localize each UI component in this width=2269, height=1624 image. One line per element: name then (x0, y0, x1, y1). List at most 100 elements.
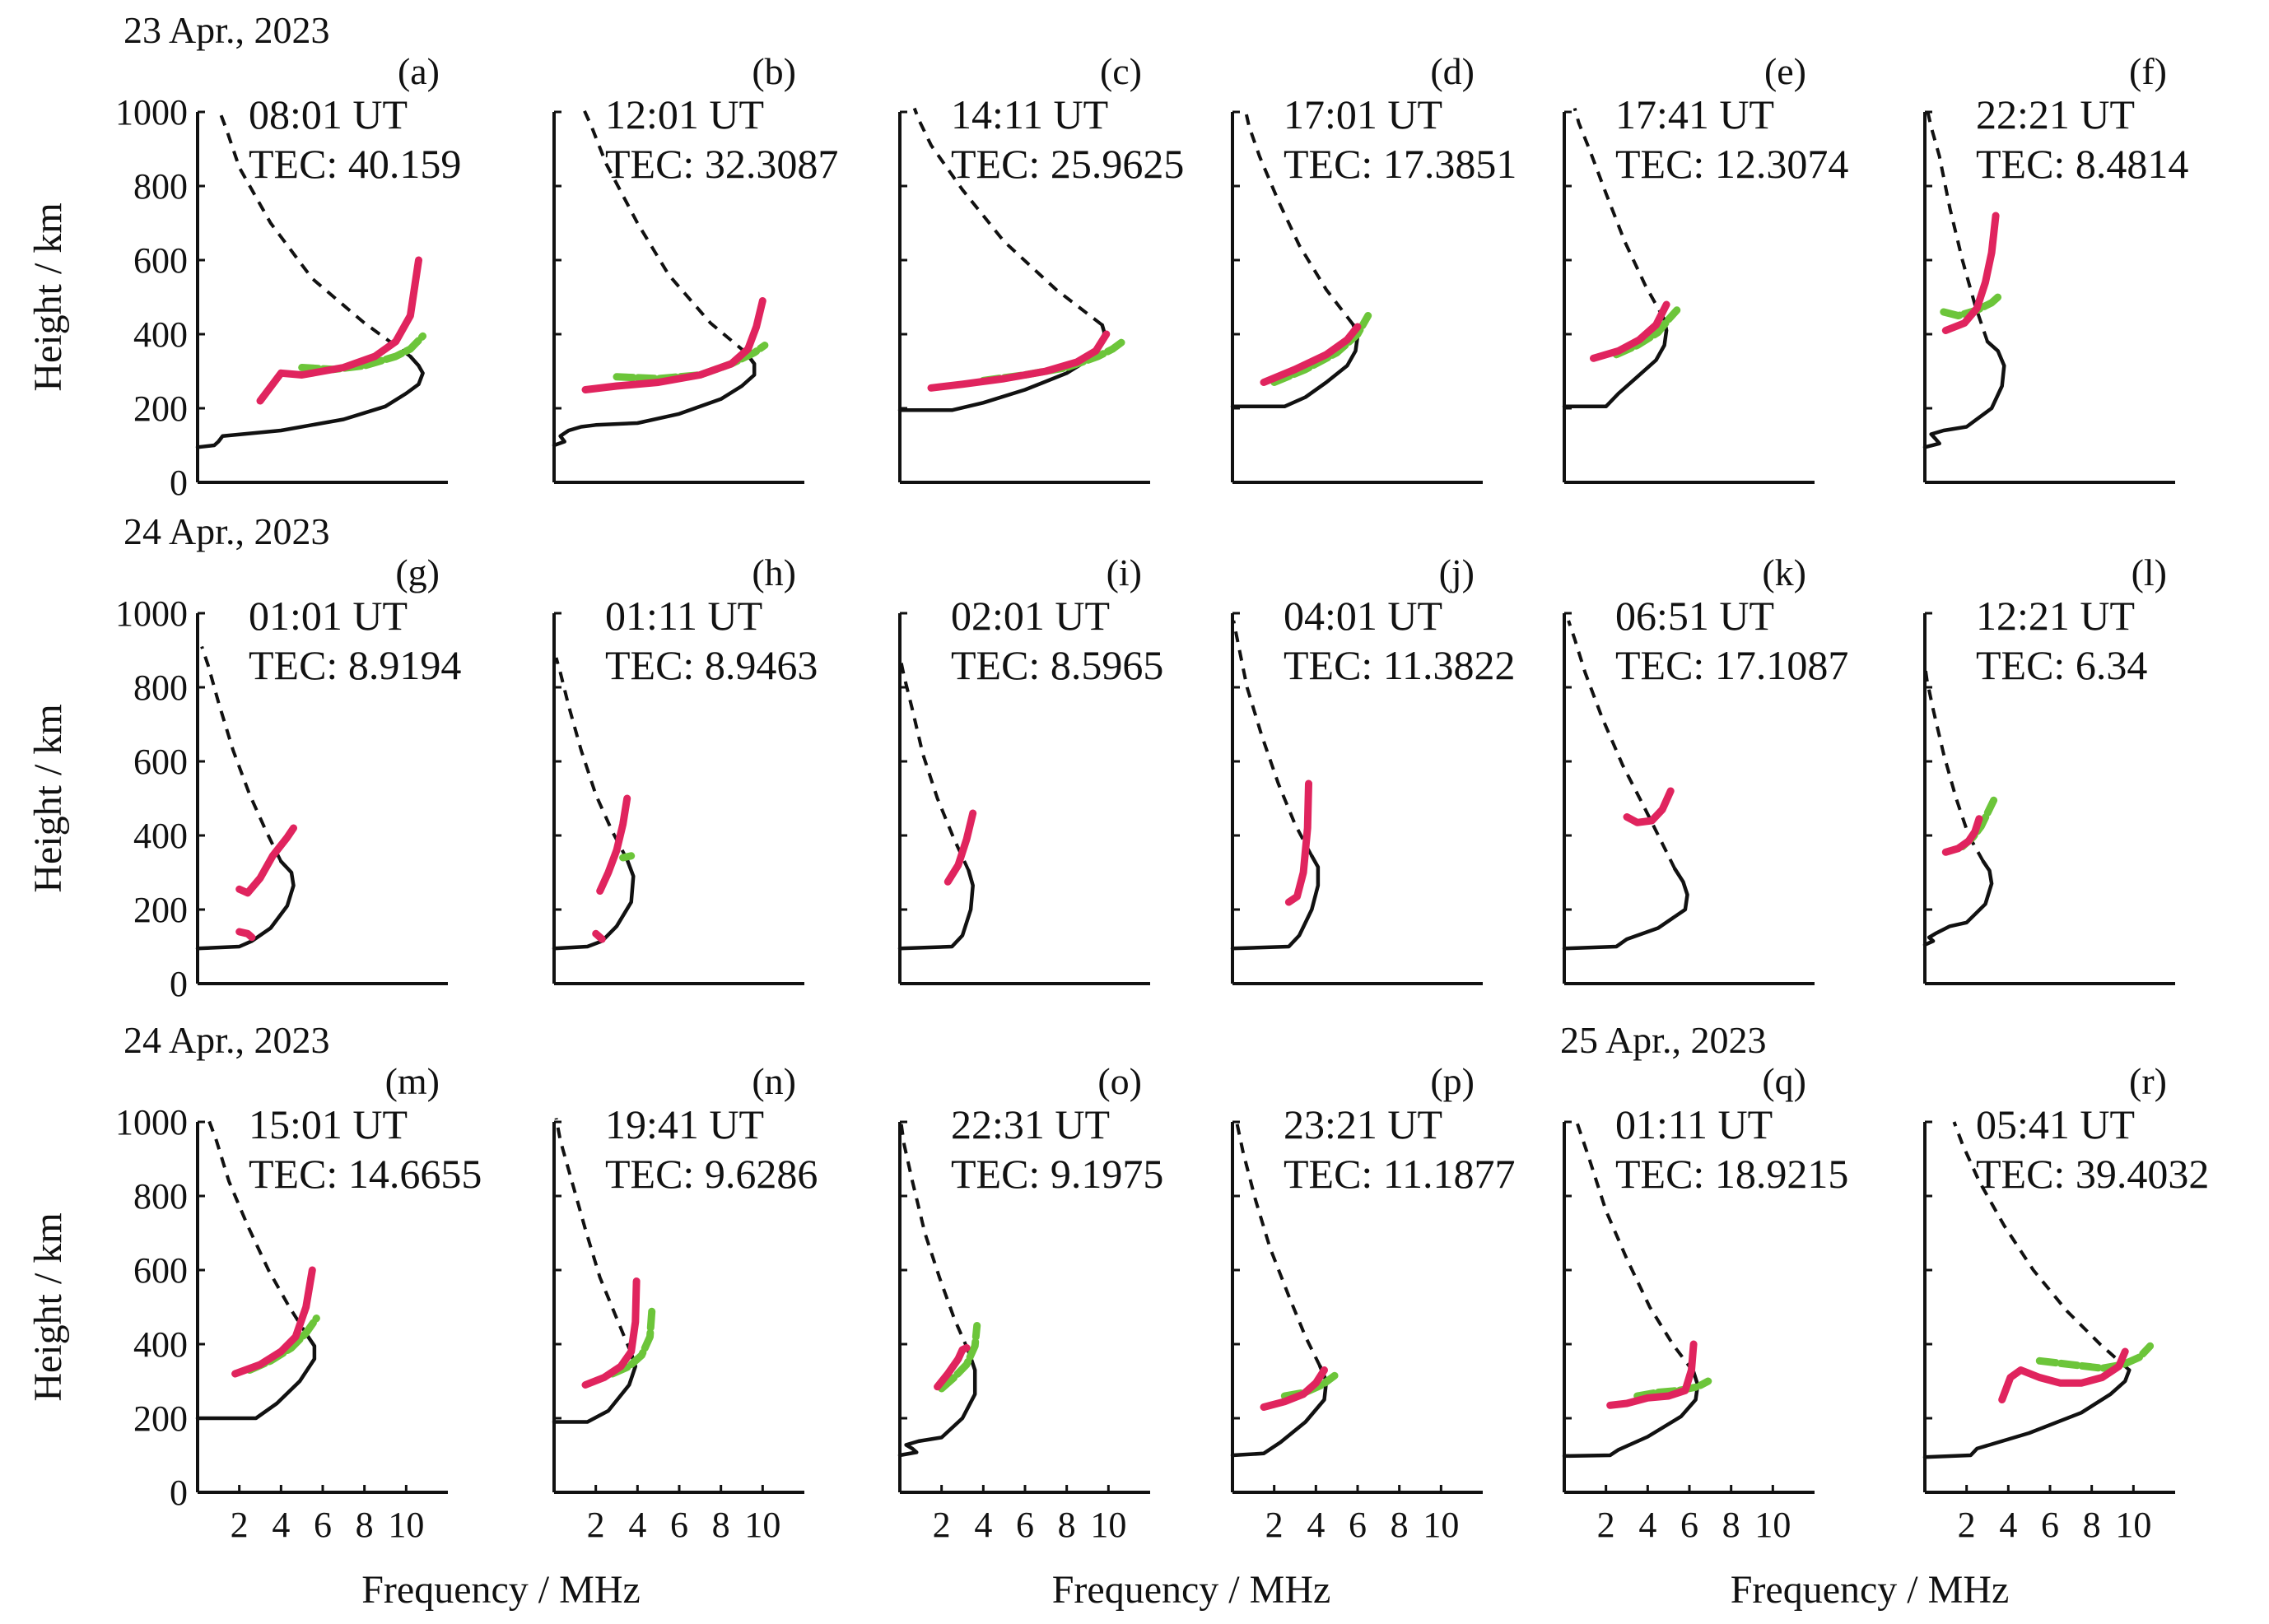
tec-label: TEC: 32.3087 (605, 141, 838, 187)
profile-line (552, 351, 757, 448)
x-tick-label: 8 (1058, 1505, 1076, 1545)
time-label: 01:01 UT (249, 593, 408, 639)
x-tick-label: 4 (1638, 1505, 1656, 1545)
o-trace-line (927, 330, 1111, 392)
time-label: 17:41 UT (1615, 91, 1774, 137)
y-tick-label: 400 (133, 816, 188, 856)
time-label: 01:11 UT (1615, 1101, 1773, 1147)
tec-label: TEC: 8.4814 (1976, 141, 2188, 187)
y-axis-title: Height / km (26, 1212, 70, 1401)
topside-line (1572, 107, 1666, 320)
o-trace-line (1941, 212, 2000, 334)
tec-label: TEC: 8.5965 (951, 642, 1163, 688)
tec-label: TEC: 17.3851 (1284, 141, 1517, 187)
x-tick-label: 10 (1423, 1505, 1459, 1545)
time-label: 05:41 UT (1976, 1101, 2135, 1147)
date-labels: 23 Apr., 2023 24 Apr., 2023 24 Apr., 2023 2… (123, 9, 1766, 1061)
topside-line (1235, 1121, 1322, 1367)
y-tick-label: 800 (133, 668, 188, 708)
x-tick-label: 6 (2041, 1505, 2059, 1545)
time-label: 01:11 UT (605, 593, 762, 639)
topside-line (1923, 664, 1985, 863)
panel-letter: (j) (1439, 551, 1475, 593)
topside-line (206, 1117, 310, 1338)
o-trace-line (1606, 1340, 1698, 1409)
time-label: 12:01 UT (605, 91, 764, 137)
time-label: 23:21 UT (1284, 1101, 1442, 1147)
panel-letter: (f) (2129, 50, 2167, 92)
topside-line (554, 1118, 633, 1355)
panel-letter: (k) (1762, 551, 1806, 593)
time-label: 15:01 UT (249, 1101, 408, 1147)
profile-line (195, 1334, 317, 1421)
profile-line (552, 858, 636, 951)
topside-line (554, 657, 629, 861)
x-tick-label: 8 (2083, 1505, 2101, 1545)
x-tick-label: 4 (628, 1505, 646, 1545)
profile-line (1562, 867, 1689, 951)
o-trace-line (581, 297, 766, 393)
panel-letter: (i) (1107, 551, 1142, 593)
time-label: 19:41 UT (605, 1101, 764, 1147)
y-tick-label: 0 (170, 463, 188, 503)
profile-line (1562, 317, 1669, 409)
tec-label: TEC: 40.159 (249, 141, 461, 187)
date-label: 24 Apr., 2023 (123, 510, 329, 552)
date-label: 25 Apr., 2023 (1560, 1019, 1766, 1061)
x-tick-label: 6 (670, 1505, 688, 1545)
x-trace-line (938, 1322, 981, 1393)
y-axis-title: Height / km (26, 704, 70, 892)
x-tick-label: 2 (1265, 1505, 1284, 1545)
tec-label: TEC: 8.9194 (249, 642, 461, 688)
y-axis-title: Height / km (26, 202, 70, 391)
profile-line (1922, 859, 1994, 947)
panel-letter: (n) (752, 1060, 796, 1102)
y-tick-label: 600 (133, 240, 188, 281)
y-tick-label: 200 (133, 890, 188, 930)
y-tick-label: 800 (133, 166, 188, 207)
topside-line (1567, 620, 1677, 870)
panel-letter: (l) (2132, 551, 2167, 593)
x-tick-label: 10 (2115, 1505, 2151, 1545)
x-tick-label: 10 (744, 1505, 780, 1545)
date-label: 24 Apr., 2023 (123, 1019, 329, 1061)
x-tick-label: 6 (1680, 1505, 1698, 1545)
x-tick-label: 6 (1349, 1505, 1367, 1545)
panel-letter: (a) (398, 50, 440, 92)
x-tick-label: 2 (1597, 1505, 1615, 1545)
o-trace-line (1623, 787, 1675, 826)
o-trace-line (1284, 779, 1312, 906)
x-tick-label: 6 (1016, 1505, 1034, 1545)
time-label: 17:01 UT (1284, 91, 1442, 137)
y-tick-label: 600 (133, 742, 188, 782)
panel-letter: (g) (395, 551, 440, 593)
panel-letter: (o) (1097, 1060, 1142, 1102)
topside-line (899, 1121, 971, 1352)
topside-line (1243, 108, 1355, 327)
x-tick-label: 8 (1391, 1505, 1409, 1545)
profile-line (1922, 339, 2006, 449)
time-label: 22:31 UT (951, 1101, 1110, 1147)
x-tick-label: 2 (231, 1505, 249, 1545)
y-tick-label: 400 (133, 314, 188, 355)
x-tick-label: 10 (1090, 1505, 1126, 1545)
x-tick-label: 8 (1722, 1505, 1740, 1545)
x-tick-label: 10 (388, 1505, 424, 1545)
tec-label: TEC: 11.1877 (1284, 1151, 1515, 1197)
profile-line (195, 354, 425, 449)
panel-letter: (d) (1430, 50, 1475, 92)
x-tick-label: 4 (1999, 1505, 2017, 1545)
time-label: 02:01 UT (951, 593, 1110, 639)
profile-line (1922, 1368, 2132, 1459)
o-trace-line (596, 794, 631, 895)
